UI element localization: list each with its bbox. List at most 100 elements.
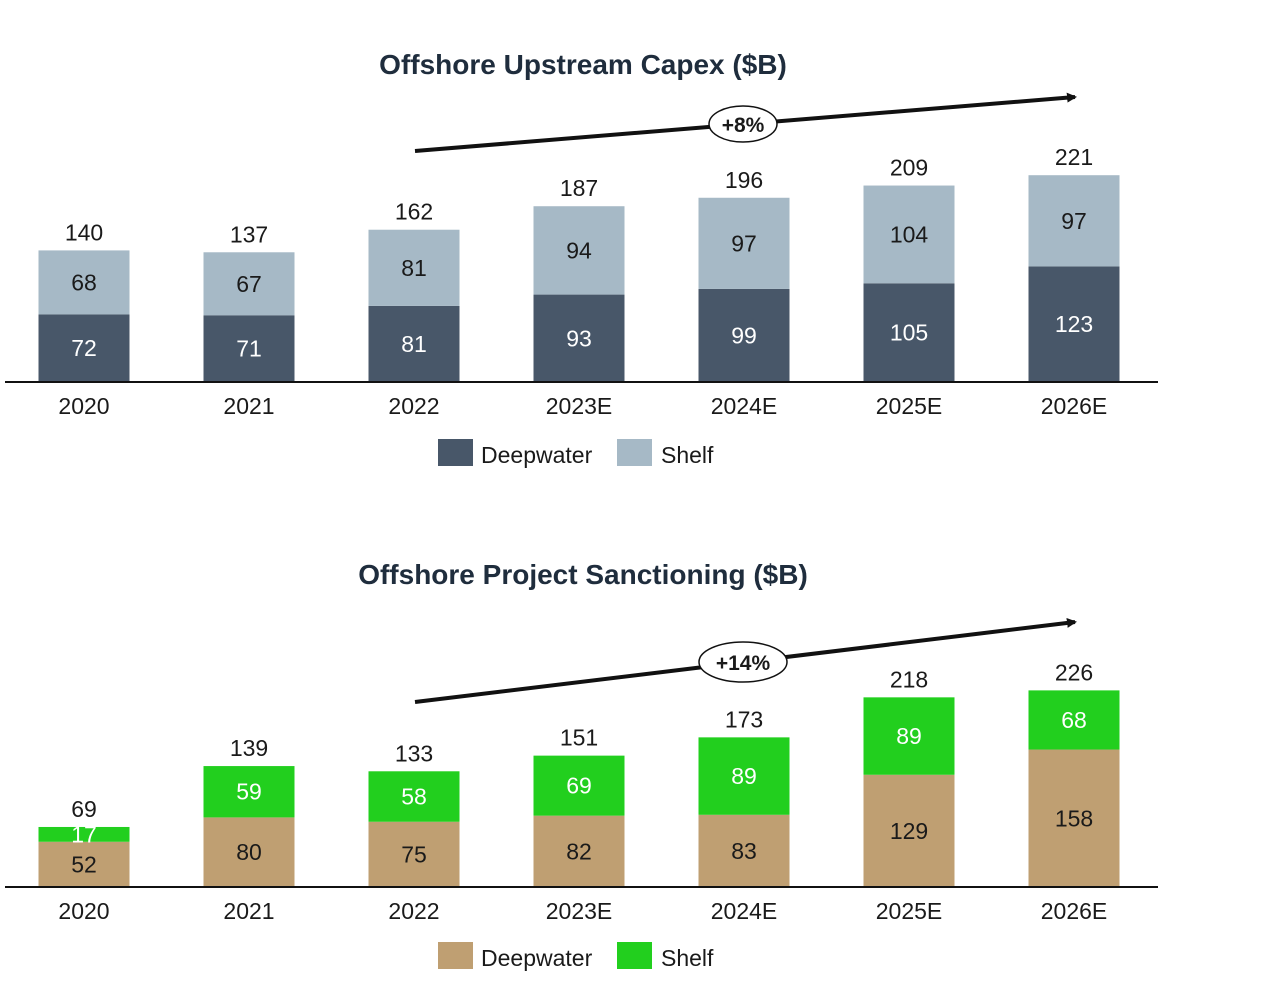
data-label-shelf: 68 (71, 269, 97, 295)
bar-deepwater-2024e (698, 814, 790, 887)
data-label-deepwater: 72 (71, 335, 97, 361)
bars-group: 72 68 140 2020 71 67 137 2021 81 81 162 2022 93 94 187… (38, 144, 1120, 419)
data-label-deepwater: 99 (731, 322, 757, 348)
data-label-shelf: 89 (896, 723, 922, 749)
bar-deepwater-2022 (368, 305, 460, 382)
bar-deepwater-2023e (533, 294, 625, 382)
chart-project-sanctioning: Offshore Project Sanctioning ($B) +14% 5… (5, 559, 1158, 971)
data-label-shelf: 59 (236, 779, 262, 805)
data-label-shelf: 67 (236, 271, 262, 297)
x-tick-label: 2021 (223, 898, 274, 924)
data-label-shelf: 17 (71, 821, 97, 847)
x-tick-label: 2026E (1041, 898, 1108, 924)
legend-swatch-shelf (617, 439, 652, 466)
bar-deepwater-2020 (38, 314, 130, 382)
bar-deepwater-2021 (203, 817, 295, 887)
x-tick-label: 2025E (876, 898, 943, 924)
total-label: 151 (560, 725, 598, 751)
total-label: 173 (725, 706, 763, 732)
data-label-deepwater: 52 (71, 851, 97, 877)
cagr-label: +8% (722, 114, 765, 137)
bar-deepwater-2026e (1028, 266, 1120, 382)
data-label-shelf: 104 (890, 221, 929, 247)
data-label-shelf: 58 (401, 784, 427, 810)
x-tick-label: 2024E (711, 393, 778, 419)
bar-shelf-2024e (698, 737, 790, 815)
bar-shelf-2021 (203, 766, 295, 818)
data-label-deepwater: 93 (566, 325, 592, 351)
data-label-deepwater: 105 (890, 320, 928, 346)
total-label: 226 (1055, 659, 1093, 685)
total-label: 133 (395, 740, 433, 766)
data-label-shelf: 81 (401, 255, 427, 281)
bar-deepwater-2021 (203, 315, 295, 382)
chart-title: Offshore Upstream Capex ($B) (379, 49, 787, 80)
bar-shelf-2021 (203, 252, 295, 316)
total-label: 209 (890, 155, 928, 181)
x-tick-label: 2024E (711, 898, 778, 924)
data-label-shelf: 97 (1061, 208, 1087, 234)
legend-label-shelf: Shelf (661, 945, 714, 971)
bar-shelf-2025e (863, 185, 955, 284)
bar-deepwater-2025e (863, 283, 955, 382)
x-tick-label: 2022 (388, 898, 439, 924)
legend: Deepwater Shelf (438, 439, 714, 468)
data-label-deepwater: 81 (401, 331, 427, 357)
legend-label-deepwater: Deepwater (481, 442, 593, 468)
total-label: 218 (890, 666, 928, 692)
bar-shelf-2025e (863, 697, 955, 775)
total-label: 162 (395, 199, 433, 225)
bar-deepwater-2022 (368, 821, 460, 887)
data-label-deepwater: 123 (1055, 311, 1093, 337)
cagr-badge (708, 105, 778, 143)
x-tick-label: 2026E (1041, 393, 1108, 419)
bar-shelf-2020 (38, 826, 130, 842)
total-label: 140 (65, 219, 103, 245)
cagr-label: +14% (716, 652, 771, 675)
bar-shelf-2026e (1028, 690, 1120, 750)
total-label: 187 (560, 175, 598, 201)
legend: Deepwater Shelf (438, 942, 714, 971)
legend-swatch-shelf (617, 942, 652, 969)
bar-deepwater-2026e (1028, 749, 1120, 887)
data-label-deepwater: 71 (236, 336, 262, 362)
bars-group: 5217692020805913920217558133202282691512… (38, 659, 1120, 924)
total-label: 196 (725, 167, 763, 193)
x-tick-label: 2022 (388, 393, 439, 419)
bar-shelf-2022 (368, 229, 460, 306)
total-label: 139 (230, 735, 268, 761)
bar-shelf-2022 (368, 771, 460, 822)
x-tick-label: 2023E (546, 898, 613, 924)
bar-shelf-2023e (533, 206, 625, 295)
bar-deepwater-2020 (38, 841, 130, 887)
data-label-deepwater: 80 (236, 839, 262, 865)
bar-deepwater-2025e (863, 774, 955, 887)
chart-title: Offshore Project Sanctioning ($B) (358, 559, 808, 590)
bar-deepwater-2023e (533, 815, 625, 887)
bar-deepwater-2024e (698, 288, 790, 382)
legend-swatch-deepwater (438, 439, 473, 466)
legend-label-deepwater: Deepwater (481, 945, 593, 971)
data-label-deepwater: 158 (1055, 805, 1093, 831)
x-tick-label: 2021 (223, 393, 274, 419)
data-label-shelf: 69 (566, 773, 592, 799)
legend-label-shelf: Shelf (661, 442, 714, 468)
data-label-shelf: 89 (731, 763, 757, 789)
bar-shelf-2020 (38, 250, 130, 315)
bar-shelf-2023e (533, 755, 625, 816)
data-label-shelf: 68 (1061, 707, 1087, 733)
data-label-deepwater: 83 (731, 838, 757, 864)
total-label: 221 (1055, 144, 1093, 170)
data-label-shelf: 94 (566, 237, 592, 263)
total-label: 69 (71, 796, 97, 822)
bar-shelf-2026e (1028, 175, 1120, 267)
data-label-shelf: 97 (731, 230, 757, 256)
cagr-badge (698, 641, 788, 683)
data-label-deepwater: 82 (566, 838, 592, 864)
bar-shelf-2024e (698, 197, 790, 289)
total-label: 137 (230, 221, 268, 247)
x-tick-label: 2023E (546, 393, 613, 419)
x-tick-label: 2020 (58, 393, 109, 419)
data-label-deepwater: 129 (890, 818, 928, 844)
